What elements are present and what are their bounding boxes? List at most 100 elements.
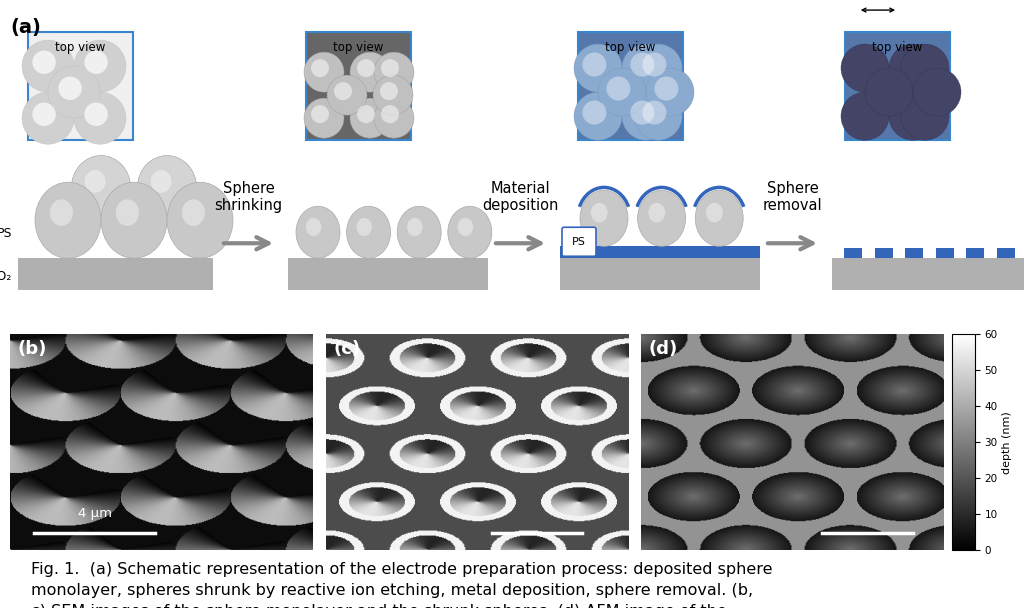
Ellipse shape (397, 206, 441, 258)
Bar (578, 32, 683, 140)
Circle shape (642, 100, 667, 125)
Circle shape (22, 92, 74, 144)
Ellipse shape (151, 170, 171, 193)
Circle shape (865, 68, 913, 116)
Circle shape (373, 75, 413, 115)
Text: top view: top view (334, 41, 384, 54)
Bar (845, 32, 950, 140)
Circle shape (901, 44, 949, 92)
Bar (831, 258, 1024, 290)
Circle shape (374, 52, 414, 92)
Circle shape (350, 98, 390, 138)
Bar (936, 248, 953, 258)
Circle shape (357, 105, 375, 123)
Text: top view: top view (872, 41, 923, 54)
Text: top view: top view (605, 41, 655, 54)
Circle shape (311, 105, 329, 123)
Bar (306, 32, 411, 140)
Text: PS: PS (572, 237, 586, 247)
Circle shape (889, 92, 937, 140)
Text: SiO₂: SiO₂ (0, 270, 12, 283)
Circle shape (631, 52, 654, 77)
Text: Sphere
shrinking: Sphere shrinking (214, 181, 283, 213)
Circle shape (622, 44, 670, 92)
Circle shape (374, 98, 414, 138)
Text: Fig. 1.  (a) Schematic representation of the electrode preparation process: depo: Fig. 1. (a) Schematic representation of … (31, 562, 772, 608)
Text: (c): (c) (333, 340, 360, 358)
Circle shape (334, 82, 352, 100)
Y-axis label: depth (nm): depth (nm) (1001, 411, 1012, 474)
Bar (966, 248, 984, 258)
Text: (d): (d) (648, 340, 678, 358)
Ellipse shape (137, 156, 197, 220)
Ellipse shape (591, 203, 607, 223)
Circle shape (654, 77, 678, 100)
Ellipse shape (638, 190, 686, 246)
Circle shape (48, 66, 100, 118)
Circle shape (634, 44, 682, 92)
Circle shape (357, 59, 375, 77)
FancyBboxPatch shape (562, 227, 596, 256)
Circle shape (350, 52, 390, 92)
Circle shape (631, 100, 654, 125)
Circle shape (622, 92, 670, 140)
Ellipse shape (296, 206, 340, 258)
Circle shape (574, 92, 622, 140)
Circle shape (634, 92, 682, 140)
Bar (996, 248, 1015, 258)
Circle shape (901, 92, 949, 140)
Ellipse shape (580, 190, 628, 246)
Bar (905, 248, 924, 258)
Text: (b): (b) (17, 340, 47, 358)
Ellipse shape (72, 156, 131, 220)
Text: PS: PS (0, 227, 12, 240)
Circle shape (33, 103, 55, 126)
Ellipse shape (447, 206, 492, 258)
Circle shape (598, 68, 646, 116)
Ellipse shape (167, 182, 233, 258)
Circle shape (380, 82, 398, 100)
Text: 4 μm: 4 μm (78, 507, 112, 520)
Circle shape (889, 44, 937, 92)
Circle shape (913, 68, 961, 116)
Bar (845, 248, 862, 258)
Circle shape (574, 44, 622, 92)
Text: Sphere
removal: Sphere removal (763, 181, 822, 213)
Ellipse shape (85, 170, 105, 193)
Ellipse shape (50, 199, 73, 226)
Circle shape (304, 98, 344, 138)
Circle shape (841, 92, 889, 140)
Circle shape (327, 75, 367, 115)
Bar (560, 258, 760, 290)
Circle shape (304, 52, 344, 92)
Text: (a): (a) (10, 18, 41, 37)
Text: Material
deposition: Material deposition (482, 181, 559, 213)
Circle shape (646, 68, 694, 116)
Ellipse shape (306, 218, 322, 236)
Bar (28, 32, 133, 140)
Ellipse shape (346, 206, 390, 258)
Bar (874, 248, 893, 258)
Circle shape (74, 40, 126, 92)
Circle shape (606, 77, 631, 100)
Ellipse shape (706, 203, 723, 223)
Circle shape (381, 59, 399, 77)
Circle shape (642, 52, 667, 77)
Circle shape (583, 100, 606, 125)
Ellipse shape (408, 218, 423, 236)
Ellipse shape (648, 203, 666, 223)
Circle shape (58, 77, 82, 100)
Circle shape (84, 103, 108, 126)
Ellipse shape (458, 218, 473, 236)
Ellipse shape (101, 182, 167, 258)
Ellipse shape (116, 199, 139, 226)
Circle shape (74, 92, 126, 144)
Ellipse shape (182, 199, 205, 226)
Bar (288, 258, 488, 290)
Ellipse shape (356, 218, 372, 236)
Ellipse shape (695, 190, 743, 246)
Circle shape (583, 52, 606, 77)
Bar (560, 246, 760, 258)
Circle shape (841, 44, 889, 92)
Circle shape (22, 40, 74, 92)
